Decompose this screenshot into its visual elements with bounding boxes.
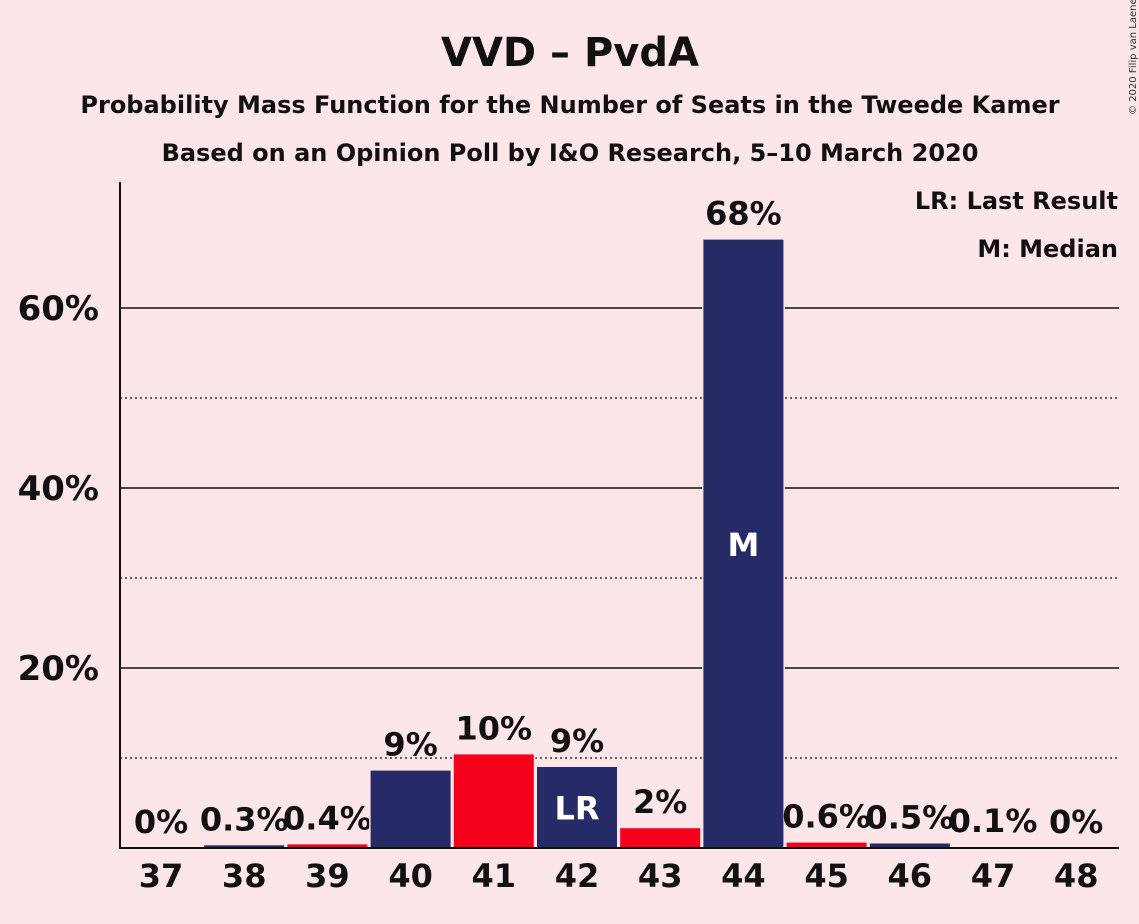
- bar-45: [786, 842, 867, 848]
- bar-value-label: 0.1%: [949, 802, 1038, 840]
- legend-last-result: LR: Last Result: [915, 187, 1118, 215]
- legend: LR: Last Result M: Median: [915, 187, 1118, 263]
- last-result-marker: LR: [554, 790, 599, 828]
- bar-39: [287, 844, 368, 848]
- bar-value-label: 0.6%: [782, 798, 871, 836]
- y-tick-label: 20%: [18, 649, 99, 689]
- y-tick-label: 60%: [18, 289, 99, 329]
- bar-value-label: 10%: [456, 709, 533, 747]
- bar-43: [620, 828, 701, 848]
- bar-value-label: 2%: [633, 783, 687, 821]
- x-tick-label: 40: [388, 857, 433, 895]
- chart-title: VVD – PvdA: [441, 30, 699, 76]
- x-tick-label: 37: [139, 857, 184, 895]
- bar-46: [869, 843, 950, 848]
- median-marker: M: [727, 526, 759, 564]
- x-tick-label: 42: [555, 857, 600, 895]
- bar-44: [703, 239, 784, 849]
- x-tick-label: 39: [305, 857, 350, 895]
- bar-41: [453, 754, 534, 848]
- y-axis-ticks: 20% 40% 60%: [18, 289, 99, 689]
- bar-42: [537, 767, 617, 848]
- x-tick-label: 45: [804, 857, 849, 895]
- bars: 0% 0.3%0.4% 9% 10% 9% LR 2% 68% M 0.6%0.5%0.1% 0%: [134, 195, 1103, 849]
- x-tick-label: 44: [721, 857, 766, 895]
- chart-subtitle-2: Based on an Opinion Poll by I&O Research…: [162, 139, 979, 167]
- x-tick-label: 47: [971, 857, 1016, 895]
- bar-value-label: 0%: [134, 803, 188, 841]
- bar-value-label: 0.4%: [283, 799, 372, 837]
- bar-value-label: 68%: [705, 195, 782, 233]
- bar-40: [370, 770, 451, 848]
- gridlines: [120, 307, 1119, 759]
- x-tick-label: 48: [1054, 857, 1099, 895]
- bar-value-label: 0%: [1049, 803, 1103, 841]
- y-tick-label: 40%: [18, 469, 99, 509]
- chart-subtitle-1: Probability Mass Function for the Number…: [80, 91, 1059, 119]
- x-tick-label: 41: [472, 857, 517, 895]
- bar-value-label: 0.3%: [200, 800, 289, 838]
- bar-value-label: 9%: [383, 726, 437, 764]
- x-tick-label: 46: [888, 857, 933, 895]
- x-tick-label: 43: [638, 857, 683, 895]
- x-tick-label: 38: [222, 857, 267, 895]
- legend-median: M: Median: [977, 235, 1118, 263]
- bar-value-label: 0.5%: [865, 799, 954, 837]
- bar-outline: [951, 845, 1035, 848]
- x-axis-labels: 37 38 39 40 41 42 43 44 45 46 47 48: [139, 857, 1099, 895]
- copyright-text: © 2020 Filip van Laenen: [1128, 0, 1139, 115]
- bar-value-label: 9%: [550, 722, 604, 760]
- bar-38: [204, 845, 285, 848]
